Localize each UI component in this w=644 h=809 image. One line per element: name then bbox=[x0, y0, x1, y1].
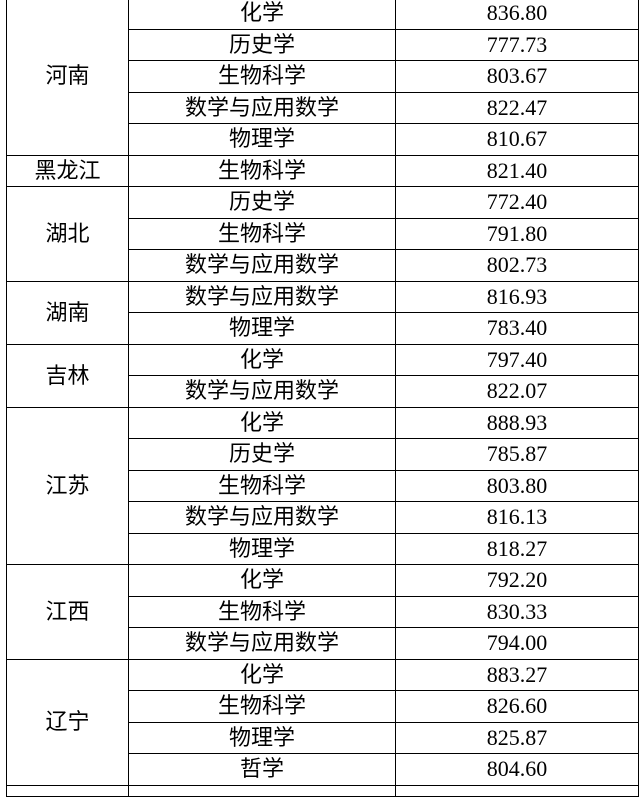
score-cell: 825.87 bbox=[395, 721, 639, 754]
score-cell: 883.27 bbox=[395, 658, 639, 691]
score-cell: 791.80 bbox=[395, 217, 639, 250]
score-cell: 816.93 bbox=[395, 280, 639, 313]
table-row: 生物科学 830.33 bbox=[7, 595, 639, 628]
table-row: 黑龙江 生物科学 821.40 bbox=[6, 154, 639, 187]
major-cell: 生物科学 bbox=[128, 469, 396, 502]
table-row: 历史学 785.87 bbox=[7, 438, 639, 471]
score-cell: 802.73 bbox=[395, 249, 639, 282]
major-cell: 历史学 bbox=[128, 28, 396, 61]
table-row: 数学与应用数学 816.13 bbox=[7, 501, 639, 534]
province-cell: 河南 bbox=[6, 0, 129, 156]
major-cell: 数学与应用数学 bbox=[128, 249, 396, 282]
score-cell: 810.67 bbox=[395, 123, 639, 156]
score-cell: 836.80 bbox=[395, 0, 639, 30]
score-cell: 797.40 bbox=[395, 343, 639, 376]
table-row: 河南 化学 836.80 bbox=[6, 0, 639, 156]
major-cell: 数学与应用数学 bbox=[128, 91, 396, 124]
province-cell: 湖北 bbox=[6, 186, 129, 282]
table-cell-partial bbox=[395, 784, 639, 797]
province-cell: 湖南 bbox=[6, 280, 129, 345]
score-cell: 783.40 bbox=[395, 312, 639, 345]
table-cell-partial bbox=[6, 784, 129, 797]
major-cell: 生物科学 bbox=[128, 60, 396, 93]
major-cell: 化学 bbox=[128, 564, 396, 597]
score-cell: 772.40 bbox=[395, 186, 639, 219]
province-cell: 江苏 bbox=[6, 406, 129, 565]
major-cell: 化学 bbox=[128, 406, 396, 439]
major-cell: 物理学 bbox=[128, 532, 396, 565]
table-row: 物理学 825.87 bbox=[7, 721, 639, 754]
table-row: 历史学 777.73 bbox=[7, 28, 639, 61]
score-cell: 794.00 bbox=[395, 627, 639, 660]
major-cell: 物理学 bbox=[128, 312, 396, 345]
major-cell: 物理学 bbox=[128, 123, 396, 156]
table-row: 湖南 数学与应用数学 816.93 bbox=[6, 280, 639, 345]
table-body: 河南 化学 836.80 历史学 777.73 生物科学 803.67 数学与应用数学 822.… bbox=[6, 0, 639, 797]
score-cell: 792.20 bbox=[395, 564, 639, 597]
major-cell: 生物科学 bbox=[128, 690, 396, 723]
table-row: 辽宁 化学 883.27 bbox=[6, 658, 639, 786]
score-cell: 822.07 bbox=[395, 375, 639, 408]
table-row: 湖北 历史学 772.40 bbox=[6, 186, 639, 282]
table-row: 生物科学 791.80 bbox=[7, 217, 639, 250]
table-row: 数学与应用数学 802.73 bbox=[7, 249, 639, 282]
table-row: 数学与应用数学 822.07 bbox=[7, 375, 639, 408]
major-cell: 历史学 bbox=[128, 438, 396, 471]
province-cell: 黑龙江 bbox=[6, 154, 129, 187]
table-row: 哲学 804.60 bbox=[7, 753, 639, 786]
province-cell: 吉林 bbox=[6, 343, 129, 408]
table-row: 江西 化学 792.20 bbox=[6, 564, 639, 660]
table-row: 生物科学 803.80 bbox=[7, 469, 639, 502]
major-cell: 数学与应用数学 bbox=[128, 627, 396, 660]
score-cell: 803.67 bbox=[395, 60, 639, 93]
score-cell: 822.47 bbox=[395, 91, 639, 124]
table-row: 物理学 783.40 bbox=[7, 312, 639, 345]
score-cell: 830.33 bbox=[395, 595, 639, 628]
score-cell: 785.87 bbox=[395, 438, 639, 471]
major-cell: 哲学 bbox=[128, 753, 396, 786]
major-cell: 生物科学 bbox=[128, 595, 396, 628]
table-row: 数学与应用数学 794.00 bbox=[7, 627, 639, 660]
score-cell: 804.60 bbox=[395, 753, 639, 786]
major-cell: 化学 bbox=[128, 0, 396, 30]
major-cell: 历史学 bbox=[128, 186, 396, 219]
major-cell: 物理学 bbox=[128, 721, 396, 754]
table-cell-partial bbox=[128, 784, 396, 797]
province-major-score-table: 河南 化学 836.80 历史学 777.73 生物科学 803.67 数学与应用数学 822.… bbox=[6, 0, 639, 797]
province-cell: 江西 bbox=[6, 564, 129, 660]
major-cell: 化学 bbox=[128, 658, 396, 691]
major-cell: 生物科学 bbox=[128, 154, 396, 187]
province-cell: 辽宁 bbox=[6, 658, 129, 786]
table-row: 物理学 818.27 bbox=[7, 532, 639, 565]
score-cell: 888.93 bbox=[395, 406, 639, 439]
score-cell: 803.80 bbox=[395, 469, 639, 502]
major-cell: 化学 bbox=[128, 343, 396, 376]
table-row: 江苏 化学 888.93 bbox=[6, 406, 639, 565]
score-cell: 818.27 bbox=[395, 532, 639, 565]
major-cell: 数学与应用数学 bbox=[128, 280, 396, 313]
table-row-partial bbox=[6, 784, 639, 797]
major-cell: 数学与应用数学 bbox=[128, 501, 396, 534]
score-cell: 777.73 bbox=[395, 28, 639, 61]
score-cell: 826.60 bbox=[395, 690, 639, 723]
score-cell: 821.40 bbox=[395, 154, 639, 187]
major-cell: 生物科学 bbox=[128, 217, 396, 250]
major-cell: 数学与应用数学 bbox=[128, 375, 396, 408]
score-cell: 816.13 bbox=[395, 501, 639, 534]
table-row: 吉林 化学 797.40 bbox=[6, 343, 639, 408]
